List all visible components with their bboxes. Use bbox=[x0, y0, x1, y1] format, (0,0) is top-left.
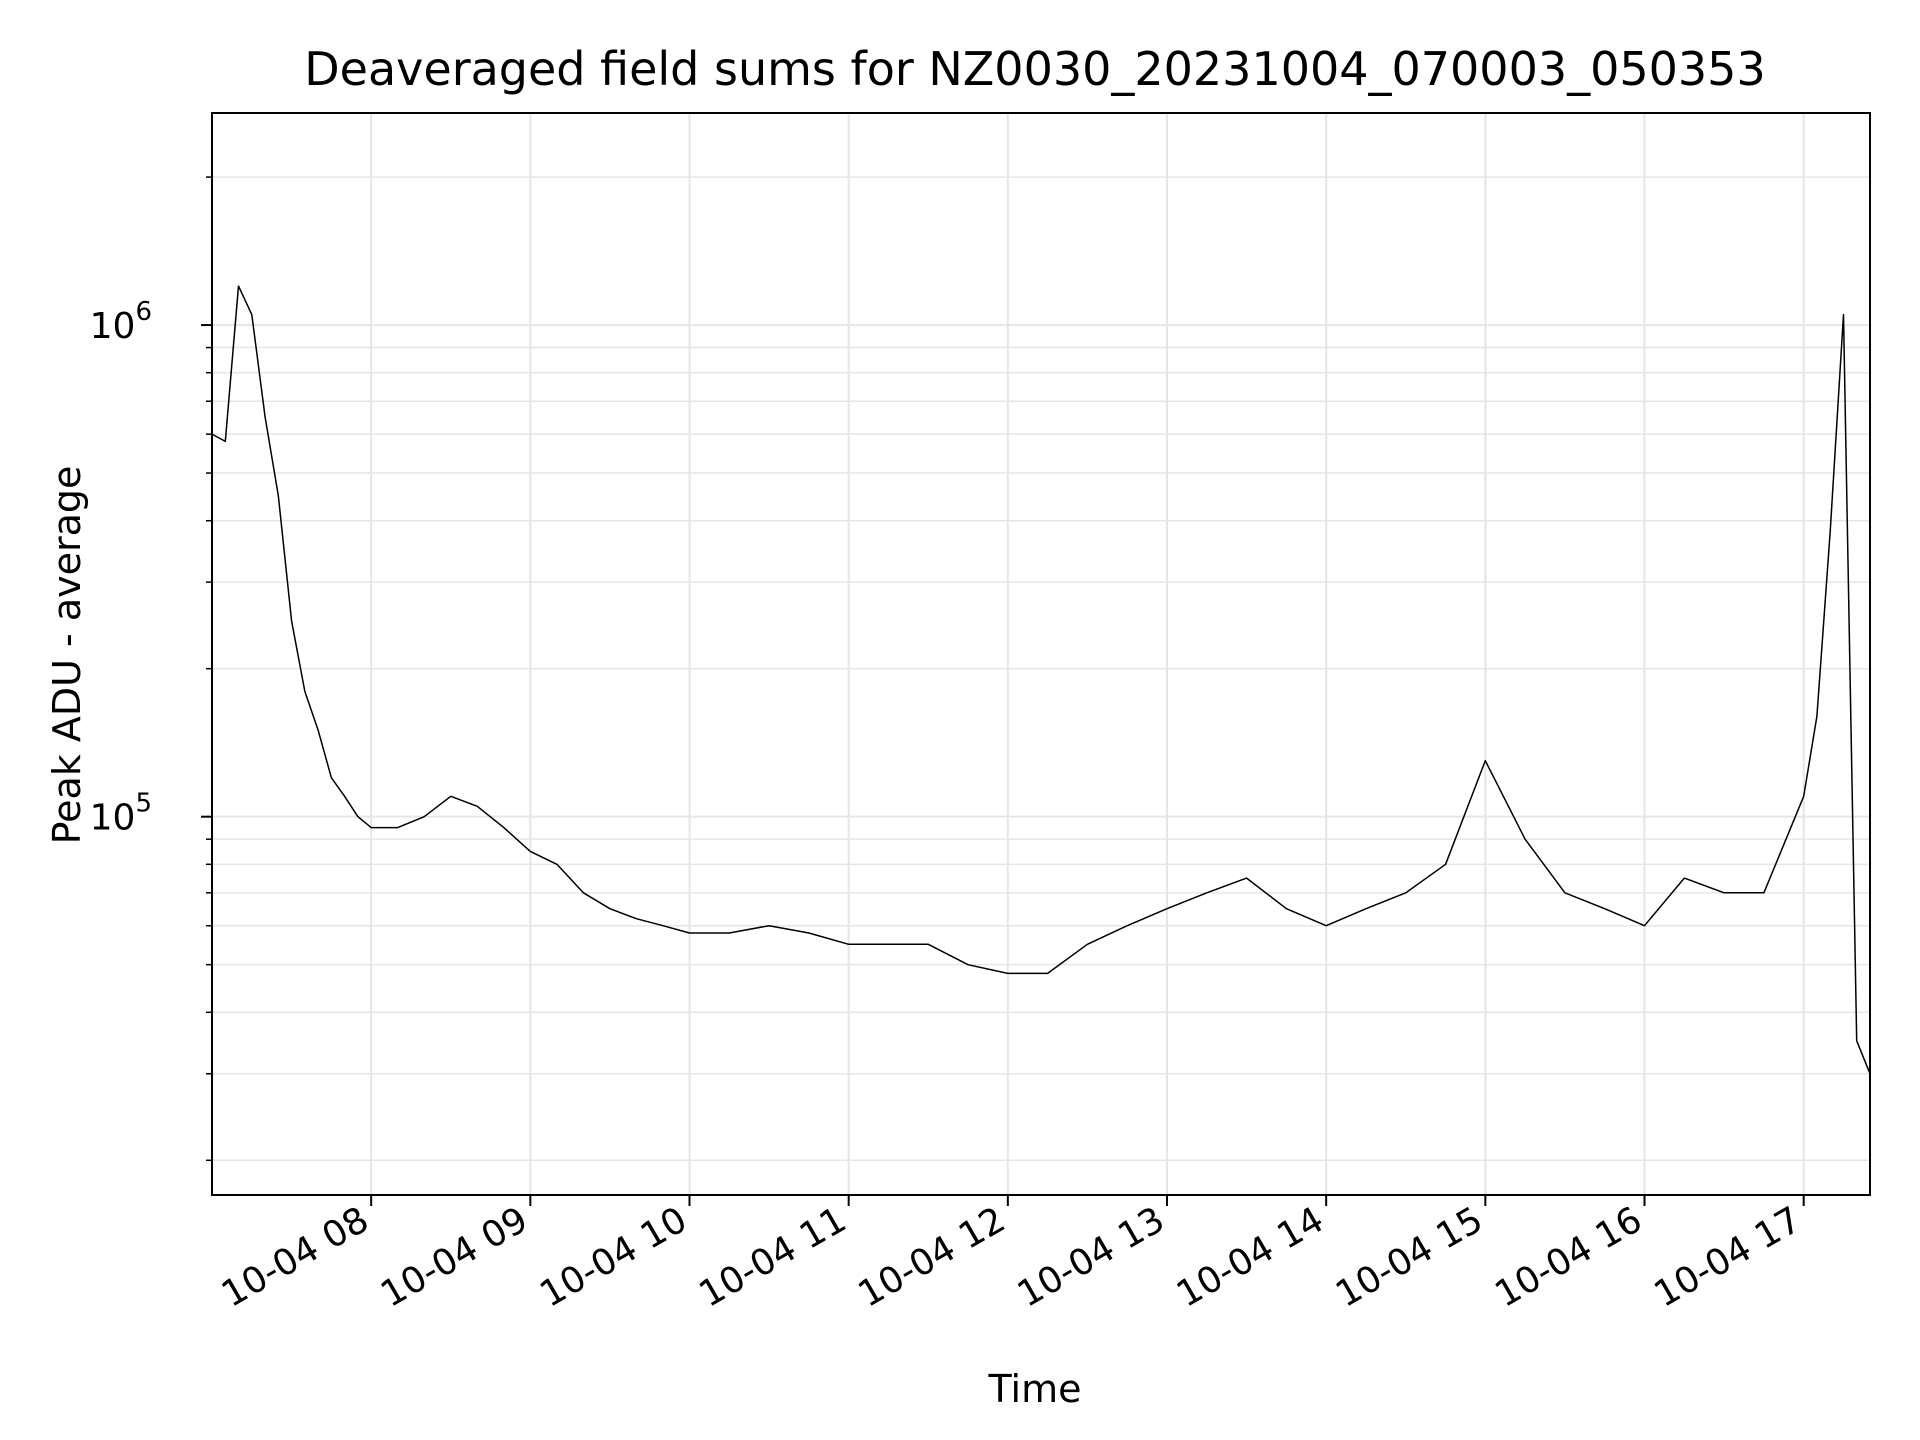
grid-layer bbox=[212, 113, 1870, 1195]
y-tick-label-exponent: 6 bbox=[135, 297, 152, 327]
data-layer bbox=[211, 285, 1871, 1074]
y-tick-label: 105 bbox=[90, 789, 152, 839]
chart-title: Deaveraged field sums for NZ0030_2023100… bbox=[304, 42, 1765, 96]
y-tick-label: 106 bbox=[90, 297, 152, 347]
y-tick-label-exponent: 5 bbox=[135, 789, 152, 819]
y-axis-label: Peak ADU - average bbox=[45, 466, 89, 845]
series-line bbox=[211, 285, 1871, 1074]
plot-frame bbox=[211, 112, 1871, 1196]
x-axis-label: Time bbox=[988, 1367, 1082, 1411]
